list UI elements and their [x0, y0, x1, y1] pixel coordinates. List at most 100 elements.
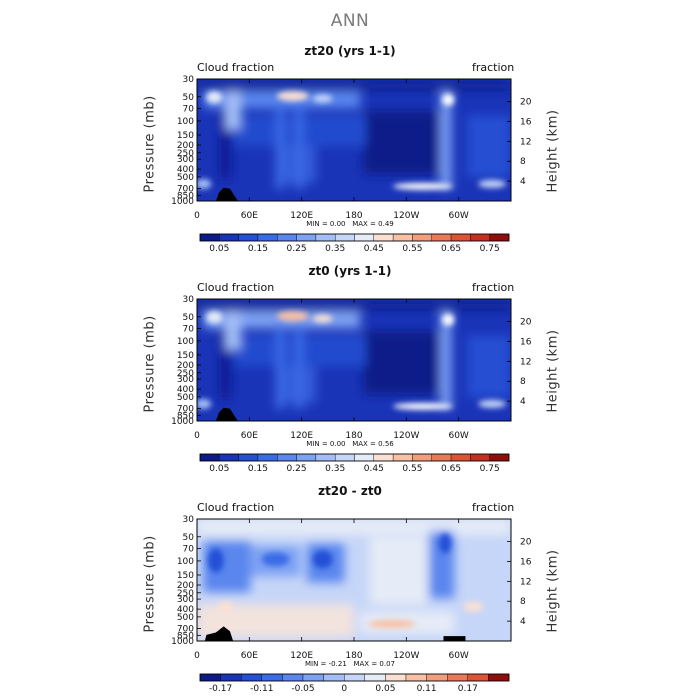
field-low-cloud [197, 178, 212, 189]
longitude-tick-label: 60W [448, 651, 468, 661]
colorbar-tick-label: 0.45 [364, 464, 384, 474]
colorbar-tick-label: -0.17 [209, 684, 232, 694]
field-dark-band [197, 82, 511, 90]
field-peak [206, 311, 223, 324]
longitude-tick-label: 120E [290, 651, 313, 661]
field-maximum [367, 619, 416, 628]
pressure-tick-label: 50 [183, 533, 195, 543]
colorbar-swatch [467, 673, 489, 682]
pressure-tick-label: 850 [177, 411, 194, 421]
colorbar-swatch [296, 453, 317, 462]
colorbar-swatch [364, 673, 386, 682]
colorbar-swatch [199, 453, 220, 462]
pressure-tick-label: 150 [177, 351, 194, 361]
pressure-tick-label: 250 [177, 589, 194, 599]
colorbar-swatch [450, 453, 471, 462]
field-peak [276, 311, 309, 322]
field-low-cloud [393, 182, 454, 190]
pressure-tick-label: 50 [183, 93, 195, 103]
field-column [294, 103, 304, 189]
colorbar-swatch [296, 233, 317, 242]
field-minimum [261, 552, 290, 567]
colorbar-tick-label: 0.75 [480, 244, 500, 254]
field-dark-region [363, 330, 439, 395]
colorbar-swatch [470, 453, 490, 462]
colorbar-tick-label: 0.65 [441, 464, 461, 474]
pressure-tick-label: 700 [177, 405, 194, 415]
field-low-cloud [393, 402, 454, 410]
colorbar-swatch [238, 233, 259, 242]
topography [443, 636, 466, 641]
pressure-tick-label: 300 [177, 595, 194, 605]
colorbar-tick-label: 0.05 [209, 464, 229, 474]
longitude-tick-label: 60E [241, 211, 258, 221]
height-tick-label: 12 [520, 357, 531, 367]
colorbar-swatch [277, 453, 297, 462]
colorbar-swatch [240, 673, 262, 682]
colorbar-swatch [238, 453, 259, 462]
colorbar-swatch [282, 673, 304, 682]
height-tick-label: 8 [520, 157, 526, 167]
colorbar-swatch [219, 233, 239, 242]
colorbar-tick-label: 0 [341, 684, 347, 694]
colorbar-swatch [405, 673, 427, 682]
pressure-tick-label: 30 [183, 75, 195, 85]
colorbar-swatch [334, 233, 355, 242]
field-dark-region [363, 110, 439, 175]
pressure-tick-label: 850 [177, 191, 194, 201]
field-column [440, 91, 452, 189]
colorbar-tick-label: 0.65 [441, 244, 461, 254]
pressure-tick-label: 400 [177, 165, 194, 175]
longitude-tick-label: 60E [241, 651, 258, 661]
colorbar-swatch [302, 673, 324, 682]
height-tick-label: 16 [520, 117, 532, 127]
colorbar-swatch [373, 453, 394, 462]
pressure-tick-label: 500 [177, 393, 194, 403]
pressure-tick-label: 150 [177, 131, 194, 141]
pressure-tick-label: 200 [177, 361, 194, 371]
colorbar-frame [199, 673, 510, 682]
colorbar-swatch [450, 233, 471, 242]
colorbar-tick-label: 0.55 [402, 464, 422, 474]
colorbar-swatch [431, 453, 452, 462]
field-minimum [439, 533, 452, 554]
colorbar-tick-label: 0.05 [209, 244, 229, 254]
field-maximum [463, 601, 484, 612]
colorbar-tick-label: 0.15 [248, 244, 268, 254]
colorbar-swatch [426, 673, 448, 682]
field-minimum [312, 550, 333, 569]
colorbar-swatch [373, 233, 394, 242]
colorbar: 0.05 0.15 0.25 0.35 0.45 0.55 0.65 0.75 [199, 453, 510, 474]
colorbar-tick-label: -0.05 [291, 684, 314, 694]
colorbar-swatch [219, 453, 239, 462]
field-mid-band [467, 115, 511, 177]
field-peak [442, 93, 455, 106]
field-peak [206, 91, 223, 104]
field-peak [312, 314, 333, 323]
field-top-band [197, 519, 511, 535]
colorbar-swatch [392, 453, 413, 462]
height-tick-label: 12 [520, 577, 531, 587]
pressure-tick-label: 1000 [171, 637, 194, 647]
heatmap-field [197, 299, 511, 421]
height-tick-label: 20 [520, 318, 532, 328]
field-blobs [197, 302, 511, 409]
colorbar-tick-label: 0.11 [417, 684, 437, 694]
colorbar-swatch [344, 673, 366, 682]
colorbar-swatch [431, 233, 452, 242]
longitude-tick-label: 60W [448, 211, 468, 221]
colorbar-swatch [315, 233, 336, 242]
pressure-tick-label: 1000 [171, 417, 194, 427]
longitude-tick-label: 0 [194, 211, 200, 221]
pressure-tick-label: 30 [183, 515, 195, 525]
field-highlights [197, 91, 507, 190]
colorbar-frame [199, 233, 510, 242]
colorbar: -0.17 -0.11 -0.05 0 0.05 0.11 0.17 [199, 673, 510, 694]
longitude-tick-label: 120E [290, 211, 313, 221]
field-column [294, 323, 304, 409]
heatmap-field [197, 79, 511, 201]
pressure-tick-label: 700 [177, 185, 194, 195]
pressure-tick-label: 200 [177, 581, 194, 591]
